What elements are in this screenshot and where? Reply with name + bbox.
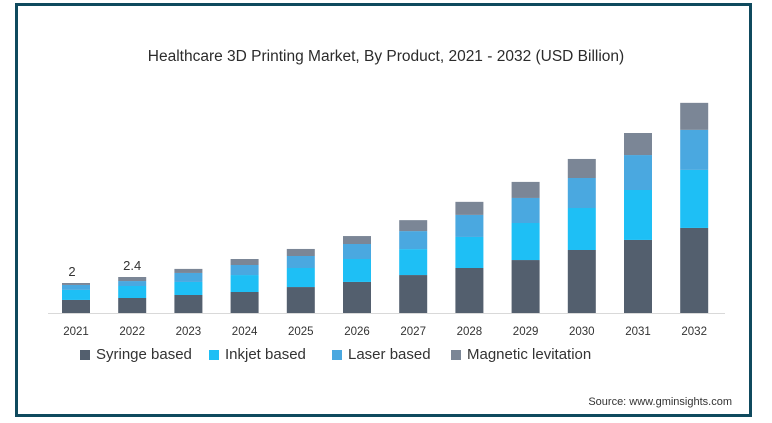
bar-segment-2024-syringe-based	[230, 292, 259, 313]
legend-item-syringe: Syringe based	[80, 346, 192, 363]
x-tick-label: 2027	[400, 326, 426, 338]
bar-segment-2028-laser-based	[455, 214, 484, 237]
x-tick-label: 2026	[344, 326, 370, 338]
x-tick-label: 2029	[513, 326, 539, 338]
x-tick-label: 2030	[569, 326, 595, 338]
bar-segment-2024-inkjet-based	[230, 275, 259, 292]
x-tick-label: 2032	[681, 326, 707, 338]
bar-segment-2023-syringe-based	[174, 295, 203, 313]
bar-segment-2032-laser-based	[680, 129, 709, 170]
bar-segment-2026-laser-based	[343, 244, 371, 259]
bar-segment-2022-laser-based	[118, 281, 147, 286]
bar-segment-2032-magnetic-levitation	[680, 102, 709, 130]
bar-segment-2030-laser-based	[567, 178, 596, 208]
source-note: Source: www.gminsights.com	[588, 396, 732, 408]
bar-segment-2029-magnetic-levitation	[511, 181, 540, 198]
bar-segment-2023-inkjet-based	[174, 281, 203, 295]
legend-item-inkjet: Inkjet based	[209, 346, 306, 363]
x-tick-label: 2024	[232, 326, 258, 338]
legend-label-magnetic: Magnetic levitation	[467, 346, 592, 363]
bar-segment-2024-laser-based	[230, 265, 259, 276]
data-labels: 2 2.4	[68, 258, 141, 279]
bar-segment-2032-syringe-based	[680, 227, 709, 313]
legend-swatch-magnetic	[451, 349, 461, 360]
bar-segment-2029-inkjet-based	[511, 223, 540, 261]
bar-segment-2025-syringe-based	[286, 287, 315, 313]
legend-swatch-inkjet	[209, 349, 219, 360]
bar-segment-2023-laser-based	[174, 272, 203, 282]
x-tick-label: 2021	[63, 326, 89, 338]
data-label-2022: 2.4	[123, 258, 141, 273]
bar-segment-2029-laser-based	[511, 197, 540, 223]
bar-segment-2031-inkjet-based	[624, 190, 652, 240]
bar-segment-2022-inkjet-based	[118, 286, 147, 298]
bar-segment-2026-magnetic-levitation	[343, 236, 371, 244]
bar-segment-2026-syringe-based	[343, 281, 371, 313]
legend-item-magnetic: Magnetic levitation	[451, 346, 591, 363]
bar-segment-2025-inkjet-based	[286, 268, 315, 288]
bar-segment-2027-laser-based	[399, 231, 428, 250]
bar-segment-2027-inkjet-based	[399, 249, 428, 276]
bar-segment-2027-magnetic-levitation	[399, 220, 428, 232]
bar-segment-2021-magnetic-levitation	[62, 283, 90, 285]
data-label-2021: 2	[68, 264, 75, 279]
bar-segment-2031-syringe-based	[624, 239, 652, 313]
bar-segment-2028-magnetic-levitation	[455, 201, 484, 215]
bar-segment-2021-inkjet-based	[62, 289, 90, 300]
x-tick-label: 2022	[119, 326, 145, 338]
bar-segment-2025-laser-based	[286, 256, 315, 268]
bar-segment-2028-syringe-based	[455, 268, 484, 313]
bar-segment-2026-inkjet-based	[343, 259, 371, 282]
bars-group	[62, 102, 709, 313]
legend: Syringe based Inkjet based Laser based M…	[0, 346, 772, 366]
bar-segment-2022-syringe-based	[118, 298, 147, 313]
bar-segment-2030-magnetic-levitation	[567, 158, 596, 178]
legend-item-laser: Laser based	[332, 346, 431, 363]
bar-segment-2031-magnetic-levitation	[624, 133, 652, 156]
bar-segment-2021-syringe-based	[62, 299, 90, 313]
bar-segment-2021-laser-based	[62, 284, 90, 290]
bar-segment-2032-inkjet-based	[680, 169, 709, 228]
legend-label-syringe: Syringe based	[96, 346, 192, 363]
bar-segment-2030-inkjet-based	[567, 208, 596, 250]
bar-segment-2031-laser-based	[624, 155, 652, 190]
x-tick-label: 2028	[457, 326, 483, 338]
x-tick-label: 2031	[625, 326, 651, 338]
legend-swatch-syringe	[80, 349, 90, 360]
bar-segment-2025-magnetic-levitation	[286, 248, 315, 256]
x-tick-label: 2025	[288, 326, 314, 338]
bar-segment-2029-syringe-based	[511, 260, 540, 313]
bar-segment-2030-syringe-based	[567, 250, 596, 313]
bar-segment-2024-magnetic-levitation	[230, 259, 259, 265]
chart-title: Healthcare 3D Printing Market, By Produc…	[147, 48, 625, 65]
bar-segment-2028-inkjet-based	[455, 236, 484, 268]
legend-label-laser: Laser based	[348, 346, 431, 363]
x-tick-labels: 2021 2022 2023 2024 2025 2026 2027 2028 2029 2030…	[63, 326, 707, 338]
legend-swatch-laser	[332, 349, 342, 360]
x-tick-label: 2023	[176, 326, 202, 338]
bar-segment-2023-magnetic-levitation	[174, 268, 203, 273]
bar-segment-2027-syringe-based	[399, 275, 428, 313]
bar-segment-2022-magnetic-levitation	[118, 277, 147, 282]
legend-label-inkjet: Inkjet based	[225, 346, 306, 363]
